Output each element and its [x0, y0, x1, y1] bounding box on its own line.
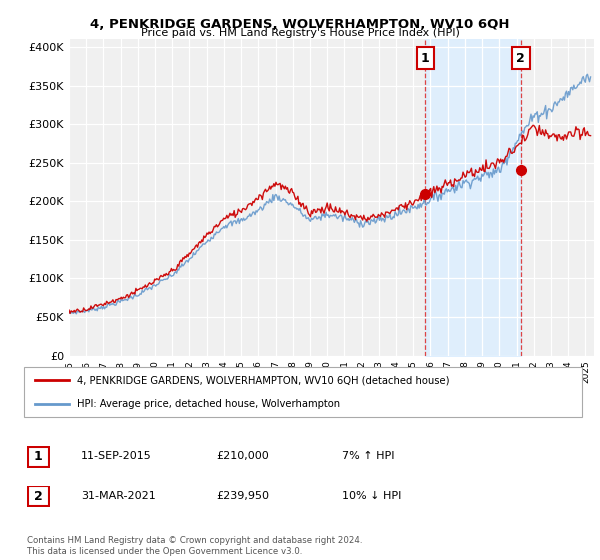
- Text: £210,000: £210,000: [216, 451, 269, 461]
- Text: 7% ↑ HPI: 7% ↑ HPI: [342, 451, 395, 461]
- Text: 1: 1: [34, 450, 43, 464]
- Text: 10% ↓ HPI: 10% ↓ HPI: [342, 491, 401, 501]
- FancyBboxPatch shape: [28, 486, 49, 506]
- Text: HPI: Average price, detached house, Wolverhampton: HPI: Average price, detached house, Wolv…: [77, 399, 340, 409]
- Text: £239,950: £239,950: [216, 491, 269, 501]
- FancyBboxPatch shape: [24, 367, 582, 417]
- Text: Contains HM Land Registry data © Crown copyright and database right 2024.
This d: Contains HM Land Registry data © Crown c…: [27, 536, 362, 556]
- Text: 4, PENKRIDGE GARDENS, WOLVERHAMPTON, WV10 6QH: 4, PENKRIDGE GARDENS, WOLVERHAMPTON, WV1…: [90, 18, 510, 31]
- Text: 2: 2: [34, 489, 43, 503]
- Text: 1: 1: [421, 52, 430, 65]
- Text: 11-SEP-2015: 11-SEP-2015: [81, 451, 152, 461]
- Text: Price paid vs. HM Land Registry's House Price Index (HPI): Price paid vs. HM Land Registry's House …: [140, 28, 460, 38]
- Text: 4, PENKRIDGE GARDENS, WOLVERHAMPTON, WV10 6QH (detached house): 4, PENKRIDGE GARDENS, WOLVERHAMPTON, WV1…: [77, 376, 449, 386]
- Text: 2: 2: [517, 52, 525, 65]
- Text: 31-MAR-2021: 31-MAR-2021: [81, 491, 156, 501]
- FancyBboxPatch shape: [28, 447, 49, 467]
